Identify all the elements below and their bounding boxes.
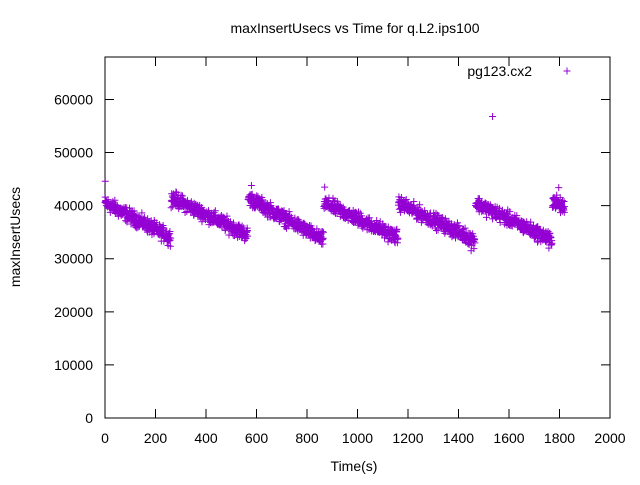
data-point — [375, 221, 383, 229]
y-tick-label: 40000 — [54, 198, 93, 214]
data-point — [318, 228, 326, 236]
data-point — [198, 203, 206, 211]
y-axis-label: maxInsertUsecs — [7, 187, 23, 287]
data-point — [545, 244, 553, 252]
data-point — [164, 241, 172, 249]
legend-marker — [563, 67, 571, 75]
x-axis: 0 200 400 600 800 1000 1200 1400 1600 1800 2000 — [101, 57, 626, 446]
data-point — [111, 196, 119, 204]
data-point — [402, 196, 410, 204]
data-point — [553, 191, 561, 199]
data-point — [313, 225, 321, 233]
y-tick-label: 60000 — [54, 91, 93, 107]
data-point — [506, 208, 514, 216]
data-point — [167, 234, 175, 242]
data-point — [433, 227, 441, 235]
data-point — [280, 207, 288, 215]
y-tick-label: 10000 — [54, 357, 93, 373]
data-point — [527, 218, 535, 226]
x-tick-label: 1400 — [443, 430, 474, 446]
x-axis-label: Time(s) — [331, 458, 378, 474]
data-point — [561, 203, 569, 211]
data-point — [257, 196, 265, 204]
scatter-points — [101, 112, 569, 255]
x-tick-label: 1600 — [493, 430, 524, 446]
data-point — [130, 207, 138, 215]
data-point — [410, 197, 418, 205]
data-point — [259, 196, 267, 204]
y-tick-label: 50000 — [54, 145, 93, 161]
data-point — [285, 208, 293, 216]
data-point — [467, 247, 475, 255]
data-point — [211, 207, 219, 215]
data-point — [555, 184, 563, 192]
x-tick-label: 1200 — [392, 430, 423, 446]
data-point — [513, 212, 521, 220]
data-point — [394, 234, 402, 242]
data-point — [210, 208, 218, 216]
x-tick-label: 0 — [101, 430, 109, 446]
data-point — [416, 201, 424, 209]
legend-marker-glyph — [563, 67, 571, 75]
data-point — [471, 239, 479, 247]
legend: pg123.cx2 — [467, 63, 571, 79]
data-point — [247, 181, 255, 189]
data-point — [190, 199, 198, 207]
data-point — [318, 236, 326, 244]
data-point — [393, 225, 401, 233]
data-point — [401, 197, 409, 205]
data-point — [483, 213, 491, 221]
data-point — [319, 228, 327, 236]
data-point — [294, 215, 302, 223]
legend-label: pg123.cx2 — [467, 63, 532, 79]
data-point — [560, 198, 568, 206]
data-point — [365, 214, 373, 222]
data-point — [319, 234, 327, 242]
chart-title: maxInsertUsecs vs Time for q.L2.ips100 — [231, 20, 480, 36]
x-tick-label: 2000 — [594, 430, 625, 446]
data-point — [455, 222, 463, 230]
data-point — [138, 209, 146, 217]
data-point — [244, 232, 252, 240]
data-point — [160, 224, 168, 232]
data-point — [281, 209, 289, 217]
y-axis: 0 10000 20000 30000 40000 50000 60000 — [54, 91, 610, 426]
x-tick-label: 600 — [245, 430, 269, 446]
data-point — [167, 204, 175, 212]
x-tick-label: 1000 — [342, 430, 373, 446]
data-point — [101, 177, 109, 185]
x-tick-label: 200 — [144, 430, 168, 446]
data-point — [489, 112, 497, 120]
y-tick-label: 0 — [85, 410, 93, 426]
x-tick-label: 800 — [295, 430, 319, 446]
data-point — [179, 192, 187, 200]
data-point — [333, 197, 341, 205]
x-tick-label: 400 — [194, 430, 218, 446]
data-point — [421, 207, 429, 215]
data-point — [325, 194, 333, 202]
data-point — [504, 211, 512, 219]
data-point — [355, 208, 363, 216]
data-point — [384, 238, 392, 246]
data-point — [166, 228, 174, 236]
data-point — [461, 224, 469, 232]
y-tick-label: 20000 — [54, 304, 93, 320]
data-point — [548, 239, 556, 247]
x-tick-label: 1800 — [544, 430, 575, 446]
data-point — [321, 183, 329, 191]
data-point — [266, 199, 274, 207]
data-point — [300, 219, 308, 227]
y-tick-label: 30000 — [54, 251, 93, 267]
data-point — [547, 234, 555, 242]
data-point — [373, 216, 381, 224]
